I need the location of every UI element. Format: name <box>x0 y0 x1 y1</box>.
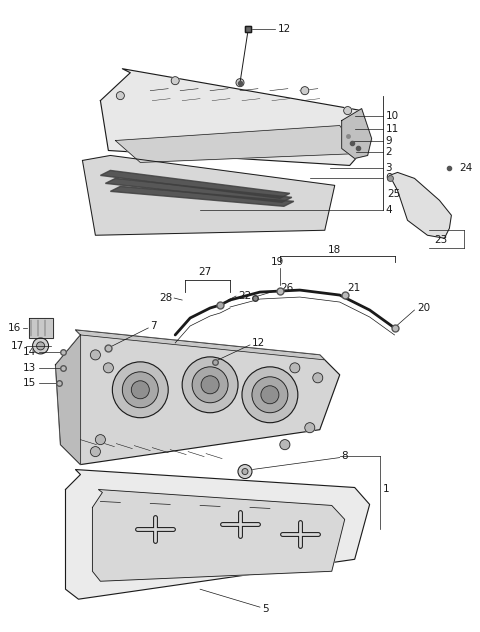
Circle shape <box>290 363 300 373</box>
Polygon shape <box>56 335 81 465</box>
Text: 5: 5 <box>262 604 269 614</box>
Text: 10: 10 <box>385 111 399 121</box>
Text: 18: 18 <box>328 245 341 255</box>
Text: 19: 19 <box>271 257 285 267</box>
Circle shape <box>261 386 279 404</box>
Circle shape <box>252 377 288 413</box>
Text: 2: 2 <box>385 147 392 157</box>
Circle shape <box>96 435 106 445</box>
Text: 22: 22 <box>238 291 251 301</box>
Circle shape <box>116 92 124 100</box>
Circle shape <box>305 423 315 433</box>
Polygon shape <box>75 330 325 360</box>
Circle shape <box>112 362 168 418</box>
Circle shape <box>238 465 252 478</box>
Polygon shape <box>106 178 292 202</box>
Text: 24: 24 <box>459 164 473 173</box>
Text: 6: 6 <box>385 173 392 183</box>
Text: 13: 13 <box>23 363 36 373</box>
Text: 4: 4 <box>385 205 392 216</box>
Polygon shape <box>390 173 451 238</box>
Circle shape <box>36 342 45 350</box>
Text: 12: 12 <box>252 338 265 348</box>
Circle shape <box>242 468 248 475</box>
Polygon shape <box>110 186 294 206</box>
Circle shape <box>280 440 290 449</box>
Text: 28: 28 <box>159 293 172 303</box>
Circle shape <box>103 363 113 373</box>
Text: 7: 7 <box>150 321 157 331</box>
Text: 15: 15 <box>23 378 36 388</box>
Circle shape <box>33 338 48 354</box>
Circle shape <box>182 357 238 413</box>
Text: 20: 20 <box>418 303 431 313</box>
Polygon shape <box>29 318 52 338</box>
Text: 26: 26 <box>280 283 293 293</box>
Circle shape <box>242 367 298 423</box>
Polygon shape <box>93 490 345 581</box>
Text: 11: 11 <box>385 123 399 133</box>
Text: 27: 27 <box>198 267 212 277</box>
Circle shape <box>236 79 244 87</box>
Text: 3: 3 <box>385 164 392 173</box>
Circle shape <box>171 76 179 85</box>
Circle shape <box>301 87 309 95</box>
Polygon shape <box>83 155 335 235</box>
Circle shape <box>90 447 100 456</box>
Circle shape <box>122 372 158 408</box>
Text: 1: 1 <box>383 485 389 494</box>
Polygon shape <box>100 171 290 198</box>
Text: 9: 9 <box>385 135 392 145</box>
Polygon shape <box>342 109 372 159</box>
Text: 21: 21 <box>348 283 361 293</box>
Text: 23: 23 <box>434 235 448 245</box>
Polygon shape <box>100 69 372 166</box>
Text: 25: 25 <box>387 190 401 199</box>
Polygon shape <box>65 470 370 599</box>
Text: 14: 14 <box>23 347 36 357</box>
Circle shape <box>192 367 228 403</box>
Circle shape <box>132 381 149 399</box>
Polygon shape <box>115 126 360 162</box>
Circle shape <box>201 376 219 394</box>
Polygon shape <box>56 330 340 465</box>
Circle shape <box>313 373 323 383</box>
Circle shape <box>344 107 352 114</box>
Text: 16: 16 <box>7 323 21 333</box>
Text: 12: 12 <box>278 24 291 34</box>
Text: 17: 17 <box>11 341 24 351</box>
Text: 8: 8 <box>342 451 348 461</box>
Circle shape <box>90 350 100 360</box>
